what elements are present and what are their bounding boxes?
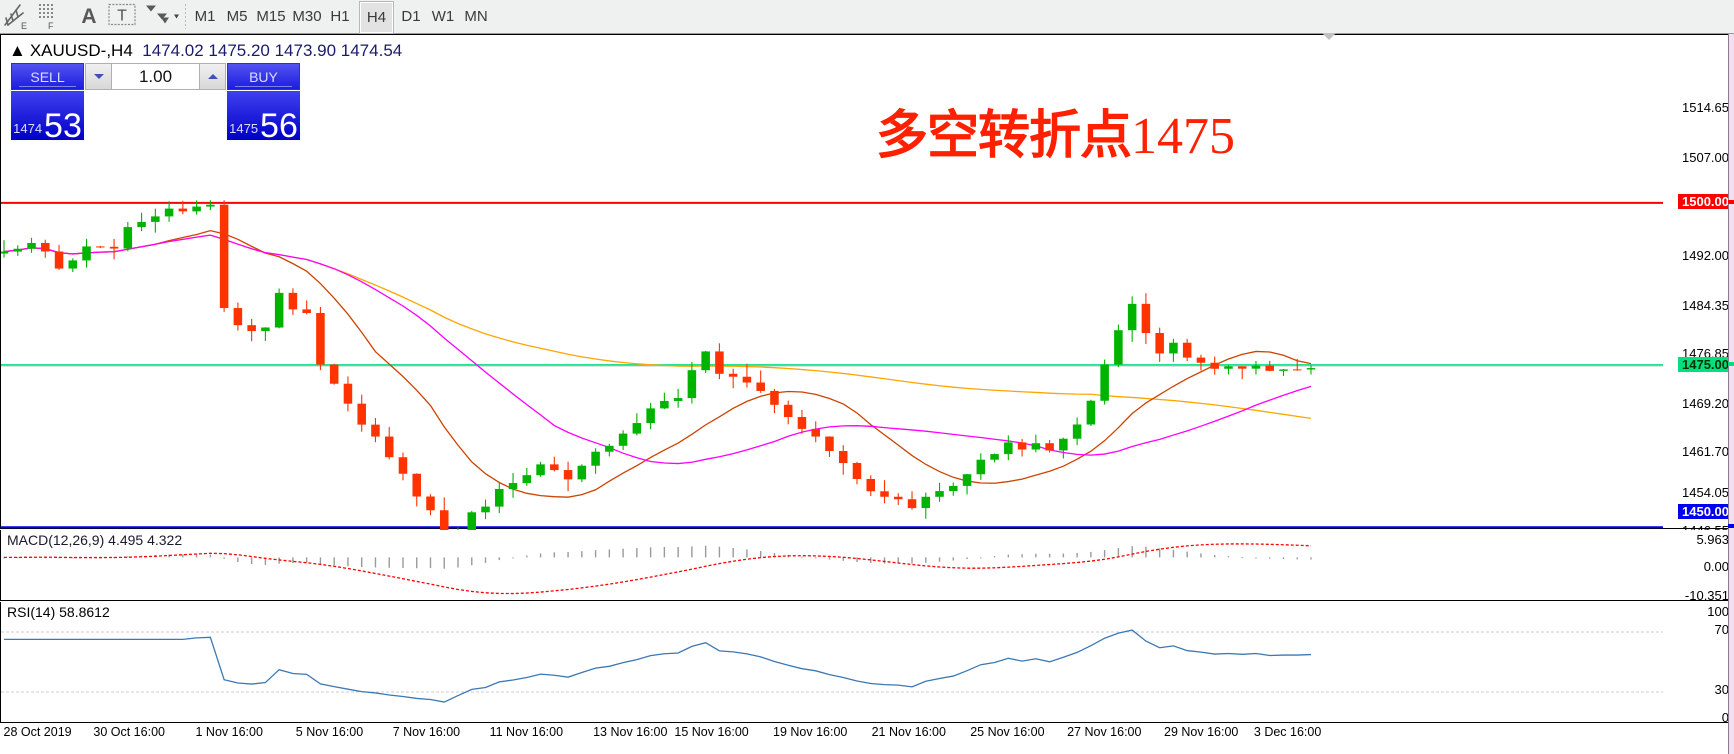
svg-text:F: F xyxy=(48,21,54,31)
svg-text:T: T xyxy=(117,8,127,25)
svg-text:E: E xyxy=(21,21,27,31)
